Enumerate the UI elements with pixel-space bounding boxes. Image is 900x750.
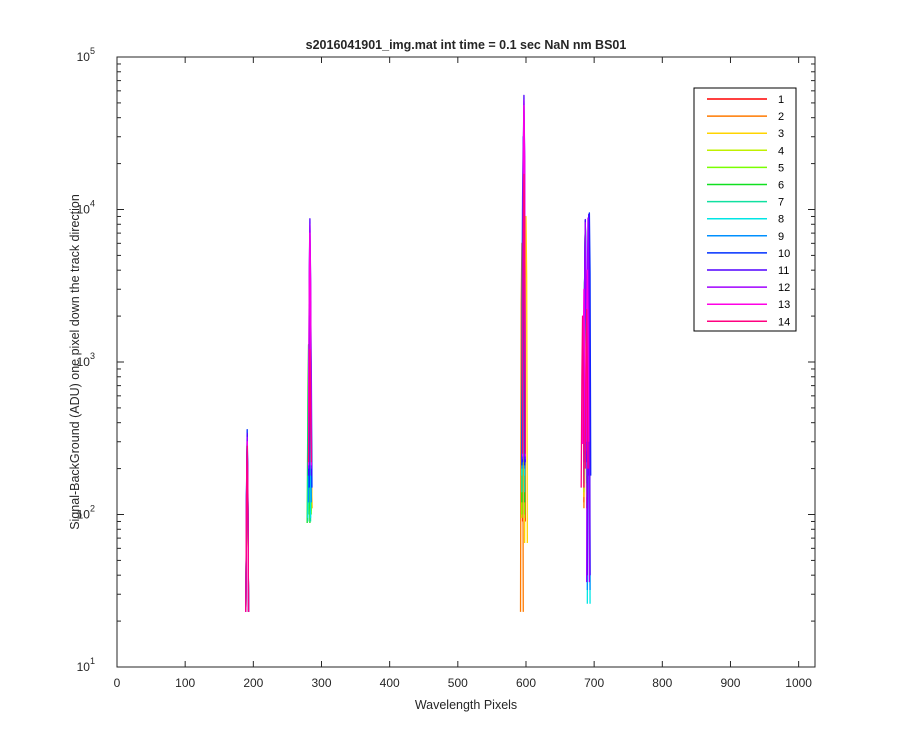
legend-label-1: 1 [778,94,784,106]
legend-label-10: 10 [778,248,790,260]
chart-title: s2016041901_img.mat int time = 0.1 sec N… [306,38,627,52]
y-tick-label: 101 [77,656,95,674]
x-tick-label: 900 [720,676,740,690]
y-tick-label: 105 [77,46,95,64]
x-axis: 0 100 200 300 400 500 600 700 800 900 1000 [114,57,812,690]
legend-label-8: 8 [778,214,784,226]
x-tick-label: 300 [311,676,331,690]
y-tick-label: 103 [77,351,95,369]
legend-label-11: 11 [778,265,789,277]
x-tick-label: 800 [652,676,672,690]
x-tick-label: 600 [516,676,536,690]
x-tick-label: 0 [114,676,121,690]
series-14-line [580,315,585,488]
y-tick-label: 102 [77,504,95,522]
legend-label-5: 5 [778,162,784,174]
series-14-line [307,349,312,463]
series-13-line [307,232,312,466]
legend-label-9: 9 [778,231,784,243]
series-14-line [584,309,589,469]
series-layer [245,94,592,612]
legend-label-6: 6 [778,180,784,192]
legend-label-13: 13 [778,299,790,311]
legend-label-7: 7 [778,197,784,209]
x-tick-label: 100 [175,676,195,690]
legend-label-4: 4 [778,145,784,157]
y-tick-label: 104 [77,199,95,217]
legend-label-3: 3 [778,128,784,140]
legend-label-2: 2 [778,111,784,123]
x-axis-label: Wavelength Pixels [415,698,517,712]
x-tick-label: 500 [448,676,468,690]
y-axis-label: Signal-BackGround (ADU) one pixel down t… [68,194,82,530]
series-14-line [245,445,250,612]
legend-label-14: 14 [778,316,790,328]
x-tick-label: 200 [243,676,263,690]
x-tick-label: 1000 [785,676,812,690]
x-tick-label: 700 [584,676,604,690]
x-tick-label: 400 [380,676,400,690]
legend-label-12: 12 [778,282,790,294]
series-14-line [521,173,526,454]
series-14 [245,173,589,612]
legend-box [693,87,797,332]
